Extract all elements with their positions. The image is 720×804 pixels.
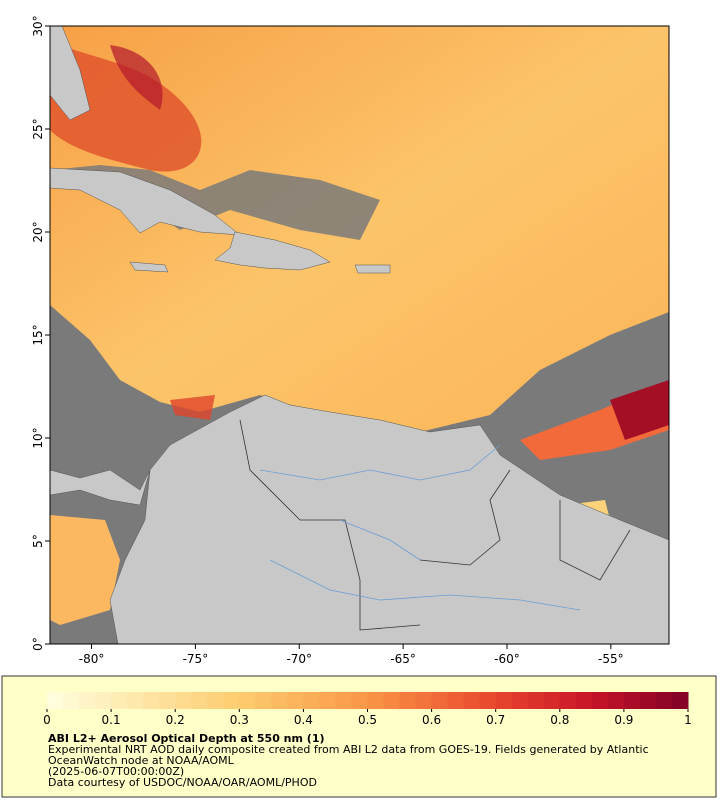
colorbar-swatch — [127, 692, 144, 709]
caption-line: OceanWatch node at NOAA/AOML — [48, 754, 235, 767]
colorbar-label: 0.2 — [166, 713, 185, 727]
lat-label: 5° — [31, 534, 45, 548]
colorbar-swatch — [63, 692, 80, 709]
colorbar-swatch — [239, 692, 256, 709]
colorbar-swatch — [479, 692, 497, 709]
colorbar-swatch — [143, 692, 160, 709]
colorbar-swatch — [223, 692, 240, 709]
colorbar-label: 0.5 — [358, 713, 377, 727]
colorbar-label: 0.7 — [486, 713, 505, 727]
high-aod — [50, 40, 202, 172]
colorbar-label: 0.4 — [294, 713, 313, 727]
land-south-america — [109, 394, 669, 644]
lon-label: -70° — [286, 652, 312, 666]
land-puerto-rico — [354, 264, 391, 274]
colorbar-swatch — [207, 692, 224, 709]
colorbar-label: 0 — [43, 713, 51, 727]
land-hispaniola — [214, 231, 331, 271]
colorbar-swatch — [191, 692, 208, 709]
colorbar-swatch — [351, 692, 368, 709]
lat-label: 10° — [31, 427, 45, 448]
caption-line: Experimental NRT AOD daily composite cre… — [48, 743, 649, 756]
colorbar-swatch — [319, 692, 336, 709]
caption-line: (2025-06-07T00:00:00Z) — [48, 765, 184, 778]
colorbar-swatch — [111, 692, 128, 709]
lat-label: 20° — [31, 221, 45, 242]
colorbar-swatch — [591, 692, 609, 709]
land-florida — [50, 26, 91, 121]
border — [239, 419, 421, 631]
colorbar-swatch — [575, 692, 593, 709]
lat-label: 15° — [31, 324, 45, 345]
colorbar-swatch — [447, 692, 465, 709]
colorbar-swatch — [527, 692, 545, 709]
colorbar-swatch — [47, 692, 64, 709]
colorbar-swatch — [655, 692, 673, 709]
high-aod — [110, 45, 163, 110]
border — [559, 500, 631, 581]
colorbar-swatch — [495, 692, 513, 709]
land-central-america — [50, 469, 151, 506]
colorbar-swatch — [559, 692, 577, 709]
colorbar-swatch — [607, 692, 625, 709]
border — [419, 469, 511, 566]
colorbar-swatch — [255, 692, 272, 709]
colorbar-swatch — [671, 692, 689, 709]
colorbar-swatch — [287, 692, 304, 709]
lat-label: 0° — [31, 637, 45, 651]
colorbar-swatch — [431, 692, 449, 709]
colorbar-swatch — [335, 692, 352, 709]
river — [339, 519, 421, 561]
colorbar-label: 0.8 — [550, 713, 569, 727]
colorbar-label: 1 — [684, 713, 692, 727]
colorbar-swatch — [95, 692, 112, 709]
caption-line: Data courtesy of USDOC/NOAA/OAR/AOML/PHO… — [48, 776, 317, 789]
river — [259, 444, 501, 481]
lon-label: -55° — [598, 652, 624, 666]
colorbar-swatch — [639, 692, 657, 709]
caption-title: ABI L2+ Aerosol Optical Depth at 550 nm … — [48, 732, 325, 745]
land-cuba — [50, 167, 241, 236]
colorbar-swatch — [175, 692, 192, 709]
colorbar-label: 0.9 — [614, 713, 633, 727]
lon-label: -65° — [390, 652, 416, 666]
colorbar-swatch — [383, 692, 401, 709]
lon-label: -60° — [494, 652, 520, 666]
river — [269, 559, 581, 611]
aod-field — [50, 515, 120, 625]
colorbar-label: 0.1 — [102, 713, 121, 727]
colorbar-swatch — [159, 692, 176, 709]
high-aod — [610, 380, 669, 440]
colorbar-label: 0.6 — [422, 713, 441, 727]
colorbar-swatch — [463, 692, 481, 709]
colorbar-swatch — [79, 692, 96, 709]
lon-label: -75° — [183, 652, 209, 666]
colorbar-swatch — [415, 692, 433, 709]
colorbar-label: 0.3 — [230, 713, 249, 727]
lon-label: -80° — [79, 652, 105, 666]
colorbar-swatch — [303, 692, 320, 709]
lat-label: 25° — [31, 118, 45, 139]
colorbar-swatch — [623, 692, 641, 709]
map — [50, 26, 669, 644]
lat-label: 30° — [31, 15, 45, 36]
colorbar-swatch — [271, 692, 288, 709]
colorbar-swatch — [399, 692, 417, 709]
colorbar-swatch — [543, 692, 561, 709]
high-aod — [170, 395, 215, 420]
colorbar-swatch — [367, 692, 385, 709]
land-jamaica — [129, 261, 169, 273]
colorbar-swatch — [511, 692, 529, 709]
